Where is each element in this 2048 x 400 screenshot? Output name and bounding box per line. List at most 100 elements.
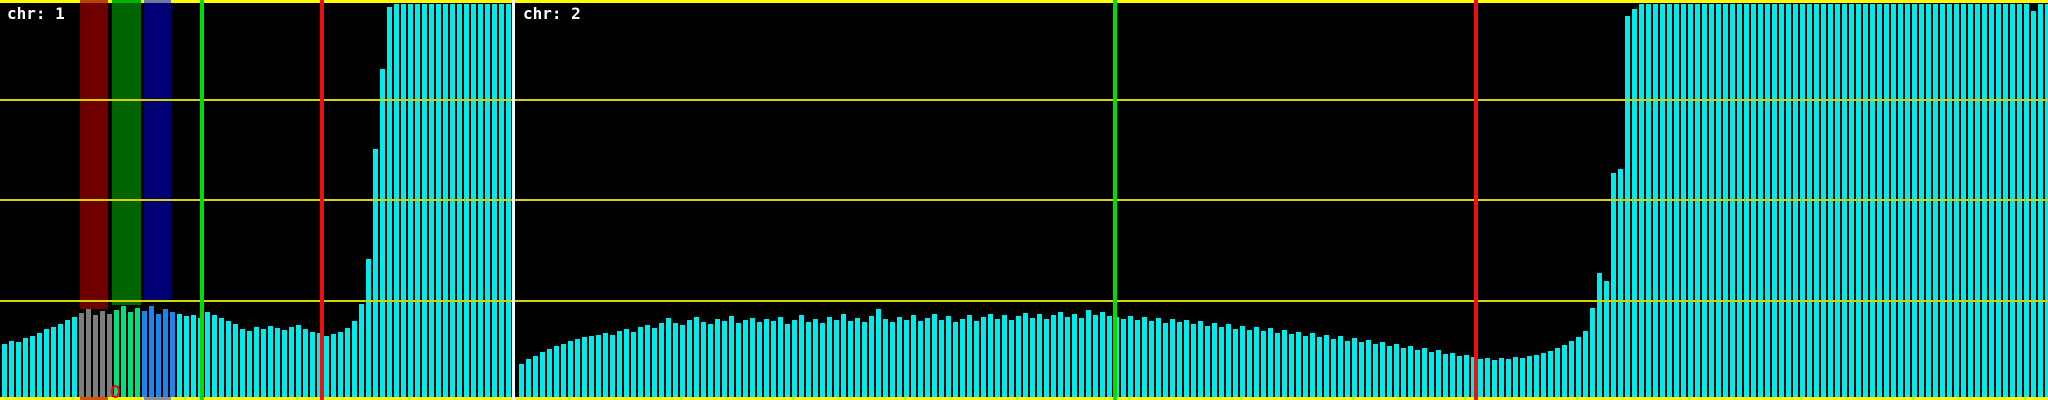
coverage-bar	[387, 7, 392, 399]
coverage-bar	[960, 319, 965, 399]
coverage-bar	[813, 319, 818, 399]
coverage-bar	[205, 312, 210, 399]
coverage-bar	[1723, 4, 1728, 399]
coverage-bar	[1506, 359, 1511, 399]
coverage-bar	[1002, 315, 1007, 399]
coverage-bar	[1688, 4, 1693, 399]
coverage-bar	[1835, 4, 1840, 399]
coverage-bar	[1828, 4, 1833, 399]
coverage-bar	[268, 326, 273, 399]
coverage-bar	[450, 4, 455, 399]
region-band-red-bottom-cap	[80, 397, 108, 400]
coverage-bar	[2010, 4, 2015, 399]
coverage-bar	[464, 4, 469, 399]
coverage-bar	[1499, 358, 1504, 399]
coverage-bar	[128, 312, 133, 399]
coverage-bar	[9, 341, 14, 399]
coverage-bar	[1450, 353, 1455, 399]
coverage-bar	[946, 316, 951, 399]
coverage-bar	[422, 4, 427, 399]
coverage-bar	[1639, 4, 1644, 399]
coverage-bar	[1996, 4, 2001, 399]
coverage-bar	[1380, 342, 1385, 399]
coverage-bar	[1730, 4, 1735, 399]
coverage-bar	[1919, 4, 1924, 399]
coverage-bar	[918, 321, 923, 399]
coverage-bar	[107, 314, 112, 399]
red-cursor-line	[1474, 0, 1478, 400]
coverage-bar	[1590, 308, 1595, 399]
coverage-bar	[1660, 4, 1665, 399]
grid-line	[0, 99, 2048, 101]
coverage-bar	[506, 4, 511, 399]
coverage-bar	[345, 328, 350, 399]
coverage-bar	[890, 322, 895, 399]
coverage-bar	[499, 4, 504, 399]
coverage-bar	[233, 324, 238, 399]
coverage-bar	[1758, 4, 1763, 399]
coverage-bar	[1429, 352, 1434, 399]
coverage-bar	[645, 325, 650, 399]
coverage-bar	[359, 304, 364, 399]
coverage-bar	[988, 314, 993, 399]
coverage-bar	[1107, 316, 1112, 399]
coverage-bar	[219, 318, 224, 399]
coverage-bar	[1849, 4, 1854, 399]
coverage-bar	[1184, 320, 1189, 399]
coverage-bar	[1667, 4, 1672, 399]
coverage-bar	[1653, 4, 1658, 399]
coverage-bar	[1121, 319, 1126, 399]
coverage-bar	[1779, 4, 1784, 399]
coverage-bar	[589, 336, 594, 399]
coverage-bar	[1821, 4, 1826, 399]
coverage-bar	[44, 329, 49, 399]
coverage-bar	[1268, 328, 1273, 399]
coverage-bar	[1576, 337, 1581, 399]
coverage-bar	[1401, 348, 1406, 399]
coverage-bar	[1058, 312, 1063, 399]
coverage-bar	[373, 149, 378, 399]
coverage-bar	[666, 318, 671, 399]
coverage-bar	[1751, 4, 1756, 399]
coverage-bar	[624, 329, 629, 399]
coverage-bar	[1275, 333, 1280, 399]
coverage-bar	[897, 317, 902, 399]
coverage-bar	[1702, 4, 1707, 399]
coverage-bar	[575, 339, 580, 399]
coverage-bar	[848, 321, 853, 399]
coverage-bar	[121, 306, 126, 399]
coverage-bar	[1555, 348, 1560, 399]
coverage-bar	[30, 336, 35, 399]
coverage-bar	[1289, 334, 1294, 399]
coverage-bar	[163, 309, 168, 399]
coverage-bar	[37, 333, 42, 399]
coverage-bar	[226, 321, 231, 399]
coverage-bar	[715, 319, 720, 399]
coverage-bar	[303, 329, 308, 399]
coverage-bar	[212, 315, 217, 399]
coverage-bar	[261, 329, 266, 399]
coverage-bar	[827, 317, 832, 399]
coverage-bar	[1541, 353, 1546, 399]
coverage-bar	[254, 327, 259, 399]
coverage-bar	[841, 314, 846, 399]
coverage-bar	[23, 338, 28, 399]
coverage-bar	[610, 335, 615, 399]
coverage-bar	[1646, 4, 1651, 399]
coverage-bar	[1807, 4, 1812, 399]
coverage-bar	[2045, 4, 2048, 399]
coverage-bar	[1569, 341, 1574, 399]
coverage-bar	[1632, 9, 1637, 399]
coverage-bar	[1079, 318, 1084, 399]
coverage-bar	[1856, 4, 1861, 399]
coverage-bar	[687, 320, 692, 399]
coverage-bar	[1975, 4, 1980, 399]
coverage-bar	[1940, 4, 1945, 399]
coverage-bar	[1009, 320, 1014, 399]
coverage-bar	[1863, 4, 1868, 399]
coverage-bar	[1394, 344, 1399, 399]
region-band-navy-bottom-cap	[144, 397, 171, 400]
coverage-bar	[540, 352, 545, 399]
coverage-bar	[1464, 355, 1469, 399]
coverage-bar	[708, 324, 713, 399]
